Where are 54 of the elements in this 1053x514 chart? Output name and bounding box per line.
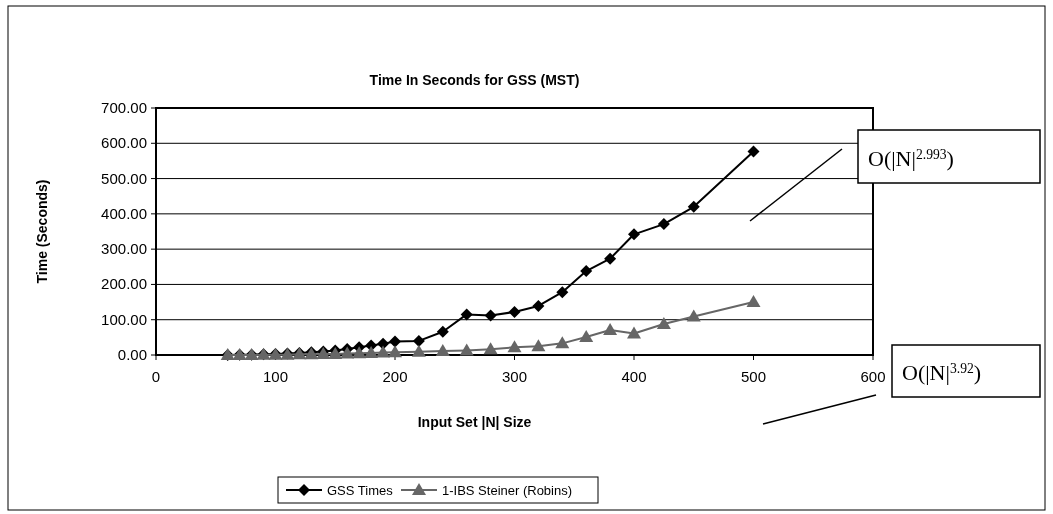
point [580,265,593,278]
y-axis-title: Time (Seconds) [34,179,50,284]
point [411,344,426,357]
point [376,345,391,358]
point [747,145,760,158]
point [436,325,449,338]
y-tick-label: 400.00 [101,204,147,222]
point [604,252,617,265]
y-tick-label: 0.00 [117,346,147,363]
chart-title: Time In Seconds for GSS (MST) [369,72,580,88]
point [746,295,761,308]
x-tick-label: 100 [262,368,289,385]
point [459,343,474,356]
callout: O(|N|$^{2.993}$) [749,129,1041,222]
point [656,316,671,329]
point [532,299,545,312]
point [364,345,379,358]
y-tick-label: 300.00 [101,240,147,258]
x-tick-label: 400 [621,368,647,385]
point [352,346,367,359]
point [627,326,641,339]
x-tick-label: 200 [382,368,408,385]
y-tick-label: 500.00 [101,169,147,187]
x-tick-label: 600 [860,368,886,385]
point [579,330,594,342]
y-tick-label: 600.00 [101,134,147,152]
point [412,334,425,347]
point [340,346,355,359]
y-tick-label: 100.00 [101,310,147,328]
x-axis-title: Input Set |N| Size [417,414,532,430]
point [556,286,569,299]
legend-label: GSS Times [327,483,394,498]
x-tick-label: 0 [151,368,161,385]
annotation: O(|N|$^{2.993}$) [868,145,954,171]
point [484,309,497,322]
point [507,340,522,353]
point [508,305,521,318]
point [555,336,570,349]
point [389,335,401,348]
point [531,339,546,352]
point [388,345,402,358]
point [687,200,700,213]
point [603,322,618,335]
legend-label: 1-IBS Steiner (Robins) [442,483,573,498]
x-tick-label: 500 [740,368,767,385]
point [628,228,640,241]
y-tick-label: 700.00 [101,99,147,116]
x-tick-label: 300 [501,368,528,385]
point [483,342,498,355]
point [460,308,473,321]
point [435,344,450,357]
point [686,309,701,322]
point [657,218,670,231]
y-tick-label: 200.00 [101,275,147,293]
